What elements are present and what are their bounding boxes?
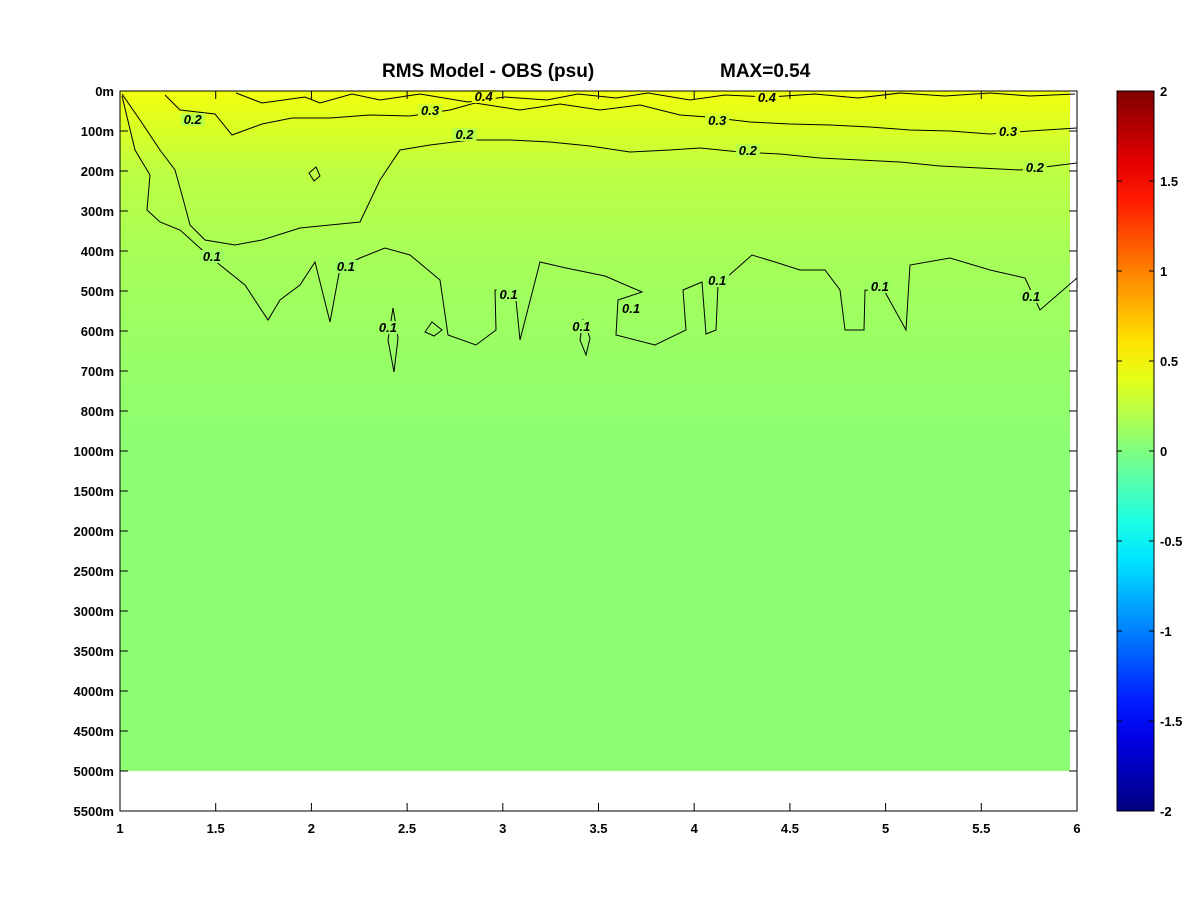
colorbar-tick-label: 1.5 (1160, 174, 1178, 189)
colorbar-tick-label: -1 (1160, 624, 1172, 639)
contour-label-bg (996, 125, 1021, 139)
contour-line-0.2-island (308, 166, 321, 182)
x-tick-label: 1.5 (207, 821, 225, 836)
y-tick-label: 700m (81, 364, 114, 379)
contour-labels: 0.4 0.4 0.3 0.3 0.3 0.2 0.2 0.2 0.2 0.1 0.1 0.1 0.1 0… (180, 89, 1047, 335)
chart-title: RMS Model - OBS (psu) (382, 61, 594, 82)
contour-line-0.4 (235, 92, 1076, 104)
y-tick-label: 2500m (74, 564, 114, 579)
y-tick-label: 1000m (74, 444, 114, 459)
contour-label-bg (496, 288, 521, 301)
y-tick-label: 4000m (74, 684, 114, 699)
y-tick-label: 600m (81, 324, 114, 339)
y-tick-label: 0m (95, 84, 114, 99)
x-tick-label: 5.5 (972, 821, 990, 836)
y-axis-ticks: 0m 100m 200m 300m 400m 500m 600m 700m 800m 1000m 1… (74, 84, 114, 819)
contour-label: 0.1 (708, 273, 726, 288)
contour-label: 0.1 (500, 287, 518, 302)
contour-label-bg (619, 302, 644, 315)
contour-label-bg (471, 90, 496, 103)
y-tick-label: 100m (81, 124, 114, 139)
colorbar-gradient (1116, 90, 1155, 812)
contour-label: 0.2 (739, 143, 758, 158)
contour-label-bg (705, 274, 730, 287)
x-tick-label: 4 (691, 821, 699, 836)
contour-label: 0.4 (475, 89, 494, 104)
salinity-rms-field (120, 91, 1070, 771)
y-tick-label: 300m (81, 204, 114, 219)
contour-line-0.1-loop-b (424, 321, 443, 337)
contour-label: 0.3 (421, 103, 440, 118)
contour-label: 0.3 (708, 113, 727, 128)
x-axis-ticks: 1 1.5 2 2.5 3 3.5 4 4.5 5 5.5 6 (116, 821, 1080, 836)
contour-label: 0.1 (1022, 289, 1040, 304)
contour-label-bg (754, 90, 779, 104)
contour-label: 0.2 (184, 112, 203, 127)
contour-label-bg (1019, 290, 1044, 303)
y-tick-label: 200m (81, 164, 114, 179)
x-tick-label: 3 (499, 821, 506, 836)
colorbar-tick-label: 2 (1160, 84, 1167, 99)
y-tick-label: 3000m (74, 604, 114, 619)
y-tick-label: 3500m (74, 644, 114, 659)
x-tick-label: 5 (882, 821, 889, 836)
y-tick-label: 5000m (74, 764, 114, 779)
contour-label-bg (705, 114, 730, 127)
colorbar-tick-label: 0 (1160, 444, 1167, 459)
plot-area: 0.4 0.4 0.3 0.3 0.3 0.2 0.2 0.2 0.2 0.1 0.1 0.1 0.1 0… (119, 89, 1078, 812)
contour-label: 0.1 (622, 301, 640, 316)
x-tick-label: 1 (116, 821, 123, 836)
contour-label: 0.1 (572, 319, 590, 334)
contour-label-bg (735, 144, 760, 157)
y-tick-label: 5500m (74, 804, 114, 819)
contour-label-bg (867, 280, 892, 293)
contour-label: 0.3 (999, 124, 1018, 139)
y-tick-label: 500m (81, 284, 114, 299)
contour-label-bg (452, 128, 477, 141)
colorbar: 2 1.5 1 0.5 0 -0.5 -1 -1.5 -2 (1116, 84, 1182, 819)
x-tick-label: 3.5 (589, 821, 607, 836)
y-tick-label: 400m (81, 244, 114, 259)
colorbar-tick-label: 1 (1160, 264, 1167, 279)
contour-label-bg (569, 320, 594, 333)
colorbar-tick-label: -2 (1160, 804, 1172, 819)
contour-label-bg (375, 321, 400, 335)
contour-label: 0.1 (203, 249, 221, 264)
chart-subtitle: MAX=0.54 (720, 61, 811, 82)
colorbar-ticks: 2 1.5 1 0.5 0 -0.5 -1 -1.5 -2 (1117, 84, 1182, 819)
contour-line-0.3 (164, 94, 1077, 136)
contour-label: 0.2 (1026, 160, 1045, 175)
colorbar-tick-label: -0.5 (1160, 534, 1182, 549)
contour-label-bg (180, 113, 205, 127)
x-tick-label: 6 (1073, 821, 1080, 836)
colorbar-tick-label: -1.5 (1160, 714, 1182, 729)
contour-label-bg (199, 250, 224, 263)
x-tick-label: 2 (308, 821, 315, 836)
x-tick-label: 2.5 (398, 821, 416, 836)
contour-label: 0.1 (337, 259, 355, 274)
y-tick-label: 4500m (74, 724, 114, 739)
y-tick-label: 1500m (74, 484, 114, 499)
x-tick-label: 4.5 (781, 821, 799, 836)
contour-label-bg (418, 104, 443, 117)
contour-label-bg (1022, 161, 1047, 175)
y-tick-label: 800m (81, 404, 114, 419)
contour-label: 0.1 (379, 320, 397, 335)
y-tick-label: 2000m (74, 524, 114, 539)
colorbar-tick-label: 0.5 (1160, 354, 1178, 369)
plot-frame (119, 90, 1078, 812)
contour-line-0.1 (121, 95, 1077, 346)
contour-label: 0.2 (455, 127, 474, 142)
contour-label: 0.1 (871, 279, 889, 294)
contour-label: 0.4 (758, 90, 777, 105)
contour-label-bg (333, 260, 358, 273)
